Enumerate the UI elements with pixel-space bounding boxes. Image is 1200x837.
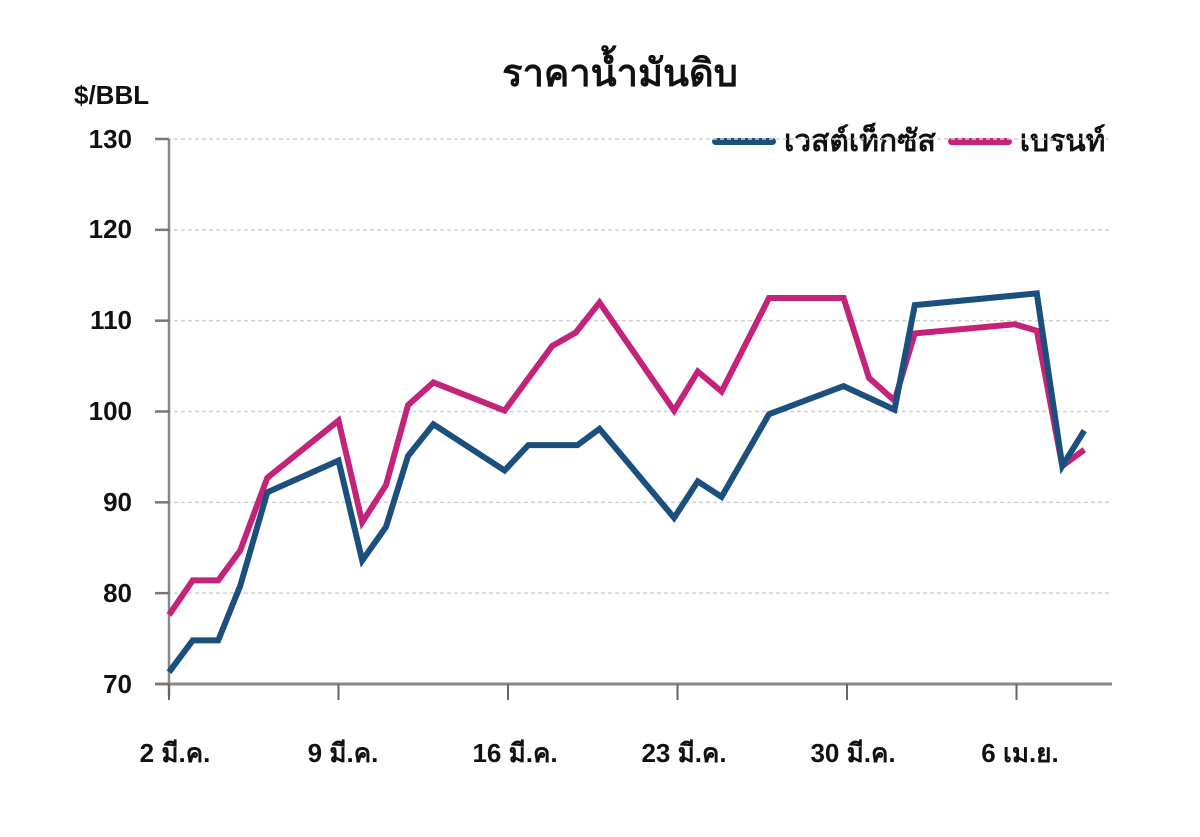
x-tick-30-mar: 30 มี.ค. [810,738,896,768]
legend-item-brent: เบรนท์ [947,118,1106,165]
y-tick-100: 100 [88,396,132,426]
legend-swatch-wti [712,138,776,145]
legend-item-wti: เวสต์เท็กซัส [712,118,936,165]
y-tick-80: 80 [103,578,132,608]
chart-legend: เวสต์เท็กซัส เบรนท์ [712,118,1105,165]
x-tick-9-mar: 9 มี.ค. [307,738,379,768]
chart-title: ราคาน้ำมันดิบ [502,53,738,95]
legend-label-wti: เวสต์เท็กซัส [784,125,936,158]
series-line-brent [166,295,1087,617]
gridlines [160,138,1112,594]
series-line-wti [166,290,1087,674]
y-tick-120: 120 [88,214,132,244]
x-tick-16-mar: 16 มี.ค. [472,738,558,768]
y-tick-90: 90 [103,487,132,517]
y-tick-70: 70 [103,669,132,699]
y-tick-110: 110 [90,305,132,335]
x-tick-23-mar: 23 มี.ค. [641,738,727,768]
y-axis-unit: $/BBL [74,80,150,110]
y-tick-130: 130 [88,124,132,154]
legend-label-brent: เบรนท์ [1019,125,1106,158]
x-tick-6-apr: 6 เม.ย. [981,738,1059,768]
axes [155,137,1112,700]
series-lines [166,290,1087,674]
legend-swatch-brent [947,138,1012,145]
x-tick-2-mar: 2 มี.ค. [139,738,211,768]
